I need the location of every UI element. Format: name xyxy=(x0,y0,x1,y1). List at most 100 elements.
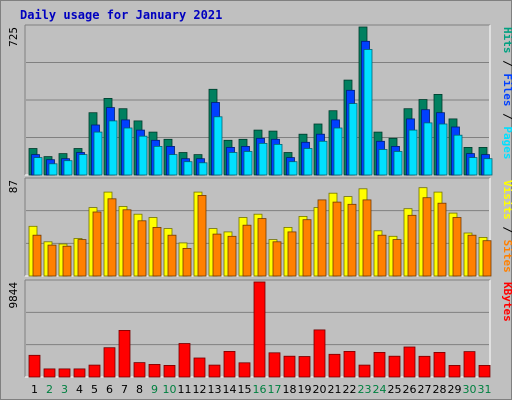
day-label: 25 xyxy=(388,383,402,396)
day-label: 3 xyxy=(61,383,68,396)
day-label: 20 xyxy=(313,383,327,396)
y-max-label: 725 xyxy=(7,27,20,47)
pages-bar xyxy=(48,163,58,176)
legend-text: Visits / Sites xyxy=(501,180,512,273)
day-label: 29 xyxy=(448,383,462,396)
kbytes-bar xyxy=(58,368,71,378)
sites-bar xyxy=(182,247,192,277)
sites-bar xyxy=(62,245,72,277)
sites-bar xyxy=(347,203,357,277)
sites-bar xyxy=(482,240,492,277)
sites-bar xyxy=(302,219,312,277)
kbytes-bar xyxy=(403,346,416,378)
kbytes-bar xyxy=(223,350,236,378)
pages-bar xyxy=(438,123,448,176)
pages-bar xyxy=(168,154,178,176)
chart-title: Daily usage for January 2021 xyxy=(20,8,223,22)
kbytes-bar xyxy=(358,364,371,378)
sites-bar xyxy=(362,199,372,277)
kbytes-bar xyxy=(178,343,191,378)
pages-bar xyxy=(33,157,43,176)
kbytes-bar xyxy=(238,362,251,378)
pages-bar xyxy=(408,129,418,176)
pages-bar xyxy=(213,116,223,176)
kbytes-bar xyxy=(463,351,476,378)
day-label: 13 xyxy=(208,383,222,396)
pages-bar xyxy=(63,160,73,176)
legend-separator: / xyxy=(501,220,512,240)
legend-files: Files xyxy=(501,73,512,106)
kbytes-bar xyxy=(118,329,131,378)
kbytes-bar xyxy=(448,364,461,378)
day-label: 2 xyxy=(46,383,53,396)
day-label: 24 xyxy=(373,383,387,396)
kbytes-bar xyxy=(208,364,221,378)
kbytes-bar xyxy=(253,281,266,378)
day-label: 27 xyxy=(418,383,432,396)
pages-bar xyxy=(138,135,148,176)
kbytes-bar xyxy=(433,351,446,378)
y-max-label: 9844 xyxy=(7,282,20,309)
day-label: 14 xyxy=(223,383,237,396)
pages-bar xyxy=(258,142,268,176)
day-label: 19 xyxy=(298,383,312,396)
pages-bar xyxy=(333,127,343,176)
pages-bar xyxy=(303,148,313,176)
day-label: 30 xyxy=(463,383,477,396)
kbytes-bar xyxy=(313,329,326,378)
pages-bar xyxy=(288,161,298,176)
kbytes-bar xyxy=(163,364,176,378)
sites-bar xyxy=(467,234,477,277)
legend-hits: Hits xyxy=(501,27,512,54)
pages-bar xyxy=(423,122,433,176)
pages-bar xyxy=(273,143,283,176)
day-label: 26 xyxy=(403,383,417,396)
day-label: 9 xyxy=(151,383,158,396)
legend-separator: / xyxy=(501,54,512,74)
sites-bar xyxy=(212,233,222,277)
sites-bar xyxy=(32,234,42,277)
pages-bar xyxy=(108,120,118,176)
sites-bar xyxy=(197,194,207,277)
pages-bar xyxy=(378,149,388,176)
day-label: 16 xyxy=(253,383,267,396)
sites-bar xyxy=(392,239,402,277)
kbytes-bar xyxy=(133,362,146,378)
kbytes-bar xyxy=(418,355,431,378)
sites-bar xyxy=(407,214,417,277)
sites-bar xyxy=(227,235,237,277)
sites-bar xyxy=(167,234,177,277)
day-label: 6 xyxy=(106,383,113,396)
day-label: 22 xyxy=(343,383,357,396)
sites-bar xyxy=(47,244,57,277)
kbytes-bar xyxy=(283,355,296,378)
day-label: 7 xyxy=(121,383,128,396)
kbytes-bar xyxy=(328,353,341,378)
day-label: 1 xyxy=(31,383,38,396)
day-label: 12 xyxy=(193,383,207,396)
sites-bar xyxy=(77,239,87,277)
kbytes-bar xyxy=(28,354,41,378)
legend-pages: Pages xyxy=(501,126,512,159)
day-label: 11 xyxy=(178,383,192,396)
day-label: 10 xyxy=(163,383,177,396)
day-label: 18 xyxy=(283,383,297,396)
pages-bar xyxy=(198,162,208,176)
sites-bar xyxy=(152,226,162,277)
pages-bar xyxy=(393,151,403,176)
kbytes-bar xyxy=(478,364,491,378)
sites-bar xyxy=(377,234,387,277)
pages-bar xyxy=(243,151,253,176)
kbytes-bar xyxy=(373,351,386,378)
sites-bar xyxy=(92,211,102,277)
pages-bar xyxy=(483,158,493,176)
sites-bar xyxy=(422,197,432,277)
kbytes-bar xyxy=(268,352,281,378)
sites-bar xyxy=(332,201,342,277)
kbytes-bar xyxy=(343,350,356,378)
sites-bar xyxy=(137,220,147,277)
legend-text: KBytes xyxy=(501,282,512,322)
day-label: 8 xyxy=(136,383,143,396)
sites-bar xyxy=(242,224,252,277)
